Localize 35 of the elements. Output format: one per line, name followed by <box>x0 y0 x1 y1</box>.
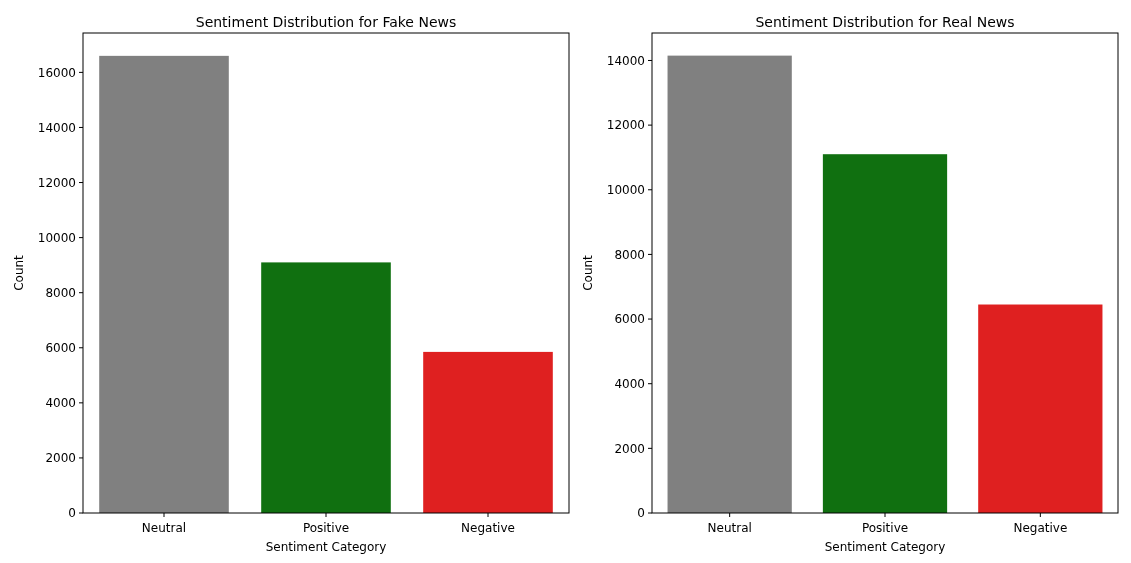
bar <box>423 351 553 513</box>
y-tick-label: 8000 <box>614 247 645 262</box>
x-axis-title: Sentiment Category <box>824 540 946 554</box>
bar <box>822 154 948 513</box>
chart-title: Sentiment Distribution for Real News <box>755 14 1015 30</box>
chart-title: Sentiment Distribution for Fake News <box>195 14 457 30</box>
y-tick-label: 6000 <box>45 340 76 355</box>
bar <box>978 304 1103 513</box>
bar <box>667 55 792 513</box>
y-tick-label: 6000 <box>614 312 645 327</box>
y-tick-label: 12000 <box>37 175 76 190</box>
x-tick-label: Neutral <box>141 521 187 535</box>
y-tick-label: 4000 <box>45 396 76 411</box>
y-tick-label: 0 <box>68 506 76 521</box>
y-tick-label: 14000 <box>37 120 76 135</box>
y-tick-label: 12000 <box>606 118 645 133</box>
bar <box>261 262 391 513</box>
y-axis-title: Count <box>581 254 595 291</box>
y-tick-label: 4000 <box>614 376 645 391</box>
x-tick-label: Negative <box>1013 521 1068 535</box>
y-tick-label: 0 <box>637 506 645 521</box>
x-tick-label: Positive <box>302 521 350 535</box>
y-axis-title: Count <box>12 254 26 291</box>
y-tick-label: 2000 <box>45 451 76 466</box>
y-tick-label: 16000 <box>37 65 76 80</box>
y-tick-label: 2000 <box>614 441 645 456</box>
x-tick-label: Negative <box>461 521 515 535</box>
y-tick-label: 8000 <box>45 285 76 300</box>
y-tick-label: 14000 <box>606 53 645 68</box>
x-tick-label: Neutral <box>707 521 752 535</box>
y-tick-label: 10000 <box>606 182 645 197</box>
y-tick-label: 10000 <box>37 230 76 245</box>
x-axis-title: Sentiment Category <box>265 540 387 554</box>
x-tick-label: Positive <box>861 521 909 535</box>
bar <box>99 55 229 513</box>
